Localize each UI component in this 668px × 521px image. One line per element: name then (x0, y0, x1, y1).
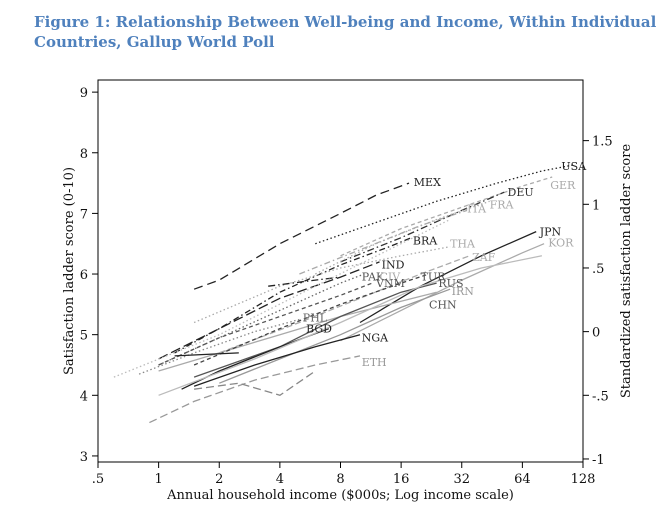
y-tick-label: 9 (80, 86, 88, 101)
y2-tick-label: 0 (592, 326, 600, 341)
country-label-pak: PAK (362, 271, 385, 284)
x-tick-label: 128 (571, 472, 596, 487)
series-line-kor (340, 243, 545, 342)
y-axis-title: Satisfaction ladder score (0-10) (62, 167, 77, 375)
series-line-irn (219, 288, 451, 384)
series-line-ita (299, 209, 468, 275)
series-line-tha (193, 246, 451, 324)
y-tick-label: 4 (80, 389, 88, 404)
x-tick-label: 2 (215, 472, 223, 487)
country-label-nga: NGA (362, 332, 389, 345)
y-tick-label: 6 (80, 268, 88, 283)
country-label-usa: USA (561, 160, 587, 173)
x-tick-label: 16 (393, 472, 410, 487)
country-label-mex: MEX (414, 176, 441, 189)
series-line-eth (149, 355, 361, 424)
y2-tick-label: -1 (592, 453, 605, 468)
country-label-ita: ITA (467, 203, 487, 216)
country-label-bra: BRA (413, 235, 438, 248)
series-line-usa (315, 164, 574, 245)
country-label-phl: PHL (303, 312, 328, 325)
plot-area (97, 79, 584, 463)
series-line-deu (340, 191, 505, 263)
y-tick-label: 7 (80, 207, 88, 222)
x-tick-label: .5 (92, 472, 104, 487)
y-tick-label: 5 (80, 329, 88, 344)
country-label-vnm: VNM (375, 277, 405, 290)
series-line-mex (193, 182, 410, 290)
country-label-kor: KOR (548, 237, 574, 250)
country-label-chn: CHN (429, 298, 457, 311)
y-tick-label: 8 (80, 147, 88, 162)
series-line-vnm (158, 282, 373, 366)
country-label-ger: GER (550, 179, 576, 192)
country-label-bgd: BGD (306, 323, 332, 336)
series-line-ind (158, 261, 380, 360)
country-label-ind: IND (382, 258, 405, 271)
country-label-rus: RUS (438, 277, 463, 290)
series-line-phl (138, 318, 300, 375)
x-tick-label: 1 (154, 472, 162, 487)
country-label-eth: ETH (362, 356, 387, 369)
x-axis-title: Annual household income ($000s; Log inco… (166, 488, 514, 503)
series-line-nga (193, 334, 361, 387)
x-tick-label: 32 (453, 472, 470, 487)
country-label-fra: FRA (490, 198, 515, 211)
page-title: Figure 1: Relationship Between Well-bein… (34, 13, 657, 51)
country-label-deu: DEU (508, 186, 534, 199)
y2-axis-title: Standardized satisfaction ladder score (619, 144, 634, 399)
x-tick-label: 4 (276, 472, 284, 487)
y2-tick-label: 1 (592, 198, 600, 213)
x-tick-label: 64 (514, 472, 531, 487)
series-line-unlabeled-24 (194, 370, 316, 397)
country-label-civ: CIV (380, 271, 402, 284)
series-line-unlabeled-22 (174, 352, 239, 357)
series-line-ger (340, 176, 553, 257)
y2-tick-label: .5 (592, 262, 604, 277)
country-label-zaf: ZAF (472, 251, 496, 264)
x-tick-label: 8 (336, 472, 344, 487)
y-tick-label: 3 (80, 450, 88, 465)
series-line-unlabeled-25 (113, 218, 451, 378)
series-line-tur (193, 273, 430, 366)
country-label-irn: IRN (452, 285, 475, 298)
country-label-tha: THA (450, 238, 476, 251)
series-line-zaf (219, 255, 470, 354)
country-label-jpn: JPN (539, 226, 562, 239)
country-label-tur: TUR (421, 271, 447, 284)
series-line-unlabeled-26 (158, 255, 543, 396)
series-line-unlabeled-23 (268, 276, 341, 287)
series-line-fra (315, 200, 490, 275)
y2-tick-label: -.5 (592, 389, 609, 404)
series-line-chn (158, 291, 437, 372)
y2-tick-label: 1.5 (592, 135, 613, 150)
